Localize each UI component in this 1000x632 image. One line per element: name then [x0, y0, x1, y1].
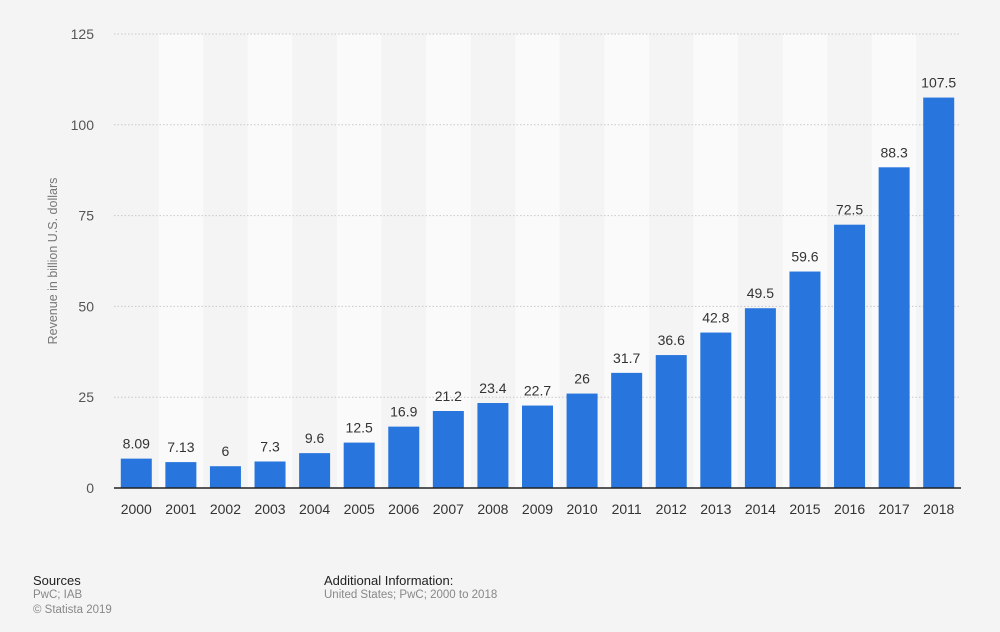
- sources-text: PwC; IAB: [33, 589, 83, 601]
- x-tick-label: 2016: [834, 501, 865, 517]
- bar: [700, 332, 732, 488]
- y-tick-label: 100: [71, 117, 95, 133]
- y-tick-label: 50: [78, 298, 94, 314]
- x-tick-label: 2006: [388, 501, 419, 517]
- data-label: 8.09: [123, 436, 150, 452]
- data-label: 26: [574, 371, 590, 387]
- bar: [388, 426, 420, 488]
- x-tick-label: 2009: [522, 501, 553, 517]
- bar: [566, 393, 598, 488]
- bar: [432, 411, 464, 488]
- data-label: 9.6: [305, 430, 325, 446]
- bar: [343, 442, 375, 488]
- y-axis-label: Revenue in billion U.S. dollars: [46, 178, 60, 345]
- bar: [878, 167, 910, 488]
- bar: [299, 453, 331, 488]
- copyright-text: © Statista 2019: [33, 604, 112, 616]
- x-tick-label: 2003: [254, 501, 285, 517]
- x-tick-label: 2007: [433, 501, 464, 517]
- x-tick-label: 2010: [567, 501, 598, 517]
- bar: [522, 405, 553, 488]
- sources-heading: Sources: [33, 573, 81, 588]
- data-label: 36.6: [658, 332, 685, 348]
- bar: [120, 458, 152, 488]
- y-tick-label: 0: [86, 480, 94, 496]
- x-tick-label: 2017: [879, 501, 910, 517]
- data-label: 23.4: [479, 380, 506, 396]
- additional-info-heading: Additional Information:: [324, 573, 454, 588]
- bar: [744, 308, 776, 488]
- x-tick-label: 2002: [210, 501, 241, 517]
- column-band: [247, 34, 293, 488]
- x-tick-label: 2013: [700, 501, 731, 517]
- data-label: 6: [222, 443, 230, 459]
- x-tick-label: 2005: [344, 501, 375, 517]
- data-label: 7.3: [260, 438, 280, 454]
- data-label: 16.9: [390, 404, 417, 420]
- data-label: 49.5: [747, 285, 774, 301]
- data-label: 72.5: [836, 202, 863, 218]
- data-label: 42.8: [702, 310, 729, 326]
- data-label: 7.13: [167, 439, 194, 455]
- sources-block: Sources PwC; IAB © Statista 2019: [33, 573, 112, 618]
- x-tick-label: 2008: [477, 501, 508, 517]
- bar: [923, 97, 955, 488]
- column-band: [158, 34, 204, 488]
- bar: [165, 462, 197, 488]
- bar: [477, 403, 509, 488]
- x-tick-label: 2000: [121, 501, 152, 517]
- data-label: 21.2: [435, 388, 462, 404]
- data-label: 59.6: [791, 249, 818, 265]
- y-tick-label: 75: [78, 208, 94, 224]
- data-label: 12.5: [346, 420, 373, 436]
- bar: [834, 224, 866, 488]
- x-tick-label: 2001: [165, 501, 196, 517]
- y-tick-label: 125: [71, 26, 95, 42]
- x-tick-label: 2012: [656, 501, 687, 517]
- data-label: 31.7: [613, 350, 640, 366]
- x-tick-label: 2011: [612, 501, 642, 517]
- additional-info-block: Additional Information: United States; P…: [324, 573, 497, 603]
- y-tick-label: 25: [78, 389, 94, 405]
- bar: [789, 271, 821, 488]
- additional-info-text: United States; PwC; 2000 to 2018: [324, 589, 498, 601]
- x-tick-label: 2014: [745, 501, 776, 517]
- bar-chart: 0 25 50 75 100 125 8.09 2000 7.13 2001 6 2002 7.3 200…: [46, 26, 961, 517]
- bar: [655, 355, 687, 488]
- bar: [209, 466, 241, 488]
- bar: [611, 372, 643, 488]
- data-label: 88.3: [881, 144, 908, 160]
- x-tick-label: 2015: [789, 501, 820, 517]
- bar: [254, 461, 286, 488]
- data-label: 22.7: [524, 383, 551, 399]
- column-band: [336, 34, 382, 488]
- x-tick-label: 2004: [299, 501, 330, 517]
- x-tick-label: 2018: [923, 501, 954, 517]
- data-label: 107.5: [921, 75, 956, 91]
